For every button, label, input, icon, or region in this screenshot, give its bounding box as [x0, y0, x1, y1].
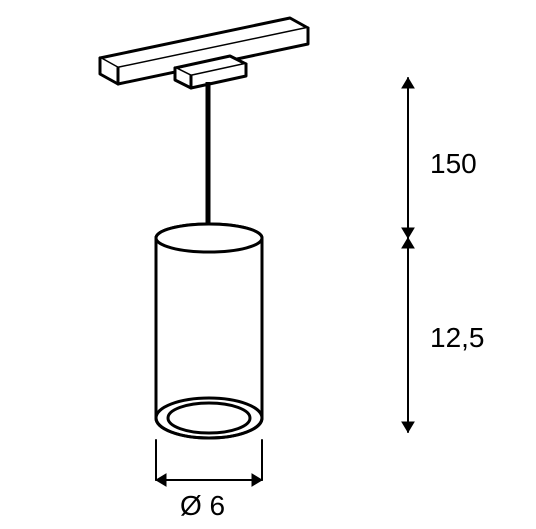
- drawing-svg: [0, 0, 536, 529]
- dim-label-cable-length: 150: [430, 148, 477, 180]
- dim-label-body-height: 12,5: [430, 322, 485, 354]
- dim-label-diameter: Ø 6: [180, 490, 225, 522]
- technical-drawing: 150 12,5 Ø 6: [0, 0, 536, 529]
